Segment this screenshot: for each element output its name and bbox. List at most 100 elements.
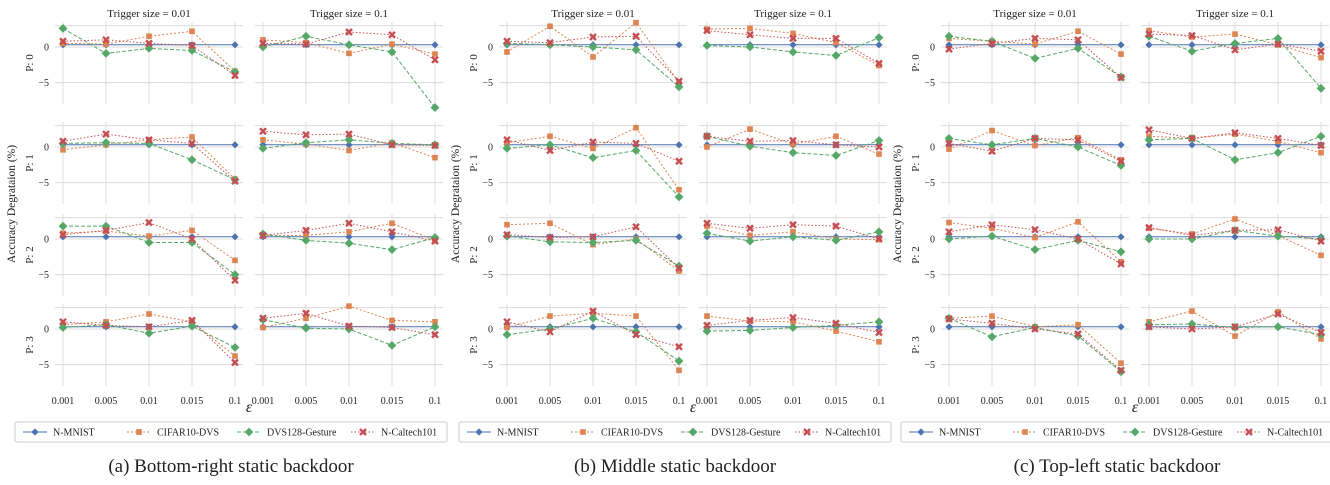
subplot: 0 −5 bbox=[38, 122, 243, 204]
data-point-n-caltech101 bbox=[259, 127, 267, 136]
legend-label-dvs128-gesture: DVS128-Gesture bbox=[267, 428, 337, 439]
data-point-dvs128-gesture bbox=[1273, 148, 1283, 158]
data-point-cifar10-dvs bbox=[504, 139, 510, 146]
data-point-dvs128-gesture bbox=[230, 270, 240, 280]
data-point-n-mnist bbox=[875, 41, 883, 49]
data-point-n-caltech101 bbox=[832, 319, 840, 328]
panel-caption: (b) Middle static backdoor bbox=[574, 456, 777, 477]
data-point-cifar10-dvs bbox=[189, 28, 195, 35]
data-point-n-caltech101 bbox=[1317, 328, 1325, 337]
data-point-dvs128-gesture bbox=[301, 323, 311, 333]
data-point-dvs128-gesture bbox=[502, 330, 512, 340]
legend-label-n-caltech101: N-Caltech101 bbox=[381, 428, 437, 439]
data-point-n-mnist bbox=[1145, 141, 1153, 149]
data-point-cifar10-dvs bbox=[1032, 41, 1038, 47]
series-line-cifar10-dvs bbox=[706, 27, 880, 66]
y-tick-label: 0 bbox=[44, 234, 49, 245]
data-point-cifar10-dvs bbox=[1275, 138, 1281, 145]
data-point-dvs128-gesture bbox=[344, 238, 354, 248]
data-point-dvs128-gesture bbox=[1273, 231, 1283, 241]
row-label: P: 0 bbox=[468, 54, 480, 72]
data-point-n-mnist bbox=[231, 323, 239, 331]
data-point-dvs128-gesture bbox=[874, 227, 884, 237]
data-point-n-caltech101 bbox=[59, 37, 67, 46]
data-point-dvs128-gesture bbox=[1144, 135, 1154, 145]
data-point-dvs128-gesture bbox=[101, 221, 111, 231]
data-point-dvs128-gesture bbox=[788, 232, 798, 242]
data-point-dvs128-gesture bbox=[874, 136, 884, 145]
data-point-dvs128-gesture bbox=[101, 138, 111, 148]
data-point-dvs128-gesture bbox=[702, 41, 712, 50]
data-point-n-caltech101 bbox=[302, 309, 310, 318]
data-point-n-mnist bbox=[431, 41, 439, 49]
data-point-dvs128-gesture bbox=[58, 24, 68, 33]
data-point-n-caltech101 bbox=[988, 39, 996, 48]
data-point-n-caltech101 bbox=[1317, 47, 1325, 56]
y-tick-label: −5 bbox=[38, 178, 49, 189]
series-n-caltech101 bbox=[1145, 125, 1325, 150]
data-point-n-caltech101 bbox=[832, 140, 840, 149]
data-point-dvs128-gesture bbox=[1316, 330, 1326, 340]
subplot bbox=[255, 122, 443, 204]
data-point-dvs128-gesture bbox=[144, 238, 154, 247]
legend-label-n-caltech101: N-Caltech101 bbox=[825, 428, 881, 439]
data-point-cifar10-dvs bbox=[146, 233, 152, 239]
data-point-n-caltech101 bbox=[1074, 135, 1082, 144]
data-point-cifar10-dvs bbox=[946, 219, 952, 226]
column-title: Trigger size = 0.01 bbox=[551, 8, 634, 20]
data-point-n-caltech101 bbox=[1274, 310, 1282, 318]
data-point-n-caltech101 bbox=[546, 38, 554, 47]
y-tick-label: −5 bbox=[924, 178, 935, 189]
data-point-dvs128-gesture bbox=[545, 237, 555, 247]
data-point-n-mnist bbox=[1274, 141, 1282, 149]
data-point-dvs128-gesture bbox=[674, 192, 684, 202]
data-point-cifar10-dvs bbox=[432, 319, 438, 325]
legend-marker-n-mnist bbox=[917, 428, 925, 436]
data-point-n-mnist bbox=[1231, 141, 1239, 149]
data-point-n-caltech101 bbox=[746, 30, 754, 39]
series-line-cifar10-dvs bbox=[62, 30, 236, 72]
x-tick-label: 0.015 bbox=[1067, 396, 1090, 407]
data-point-cifar10-dvs bbox=[346, 50, 352, 57]
y-tick-label: 0 bbox=[44, 42, 49, 53]
data-point-dvs128-gesture bbox=[944, 134, 954, 143]
subplot: Trigger size = 0.1 bbox=[1141, 8, 1329, 104]
data-point-n-mnist bbox=[1317, 41, 1325, 49]
y-tick-label: −5 bbox=[482, 178, 493, 189]
data-point-n-caltech101 bbox=[1117, 73, 1125, 82]
data-point-dvs128-gesture bbox=[631, 146, 641, 155]
series-line-cifar10-dvs bbox=[62, 136, 236, 180]
series-n-caltech101 bbox=[703, 219, 883, 243]
data-point-n-caltech101 bbox=[789, 220, 797, 229]
data-point-cifar10-dvs bbox=[1118, 360, 1124, 366]
data-point-cifar10-dvs bbox=[547, 133, 553, 140]
data-point-n-caltech101 bbox=[102, 130, 110, 138]
series-n-caltech101 bbox=[1145, 310, 1325, 337]
series-line-n-caltech101 bbox=[706, 316, 880, 333]
data-point-n-caltech101 bbox=[1317, 237, 1325, 245]
data-point-n-caltech101 bbox=[102, 321, 110, 330]
data-point-dvs128-gesture bbox=[987, 332, 997, 342]
series-n-caltech101 bbox=[259, 127, 439, 150]
data-point-cifar10-dvs bbox=[747, 25, 753, 32]
series-line-cifar10-dvs bbox=[506, 21, 680, 83]
data-point-cifar10-dvs bbox=[946, 146, 952, 152]
legend: N-MNIST CIFAR10-DVS DVS128-Gesture N-Caltec… bbox=[458, 421, 892, 443]
row-label: P: 3 bbox=[910, 336, 922, 354]
subplot: 0 −5 bbox=[482, 122, 687, 204]
x-tick-label: 0.001 bbox=[1138, 396, 1161, 407]
subplot: 0.001 0.005 0.01 0.015 0.1 bbox=[696, 304, 887, 407]
y-tick-label: 0 bbox=[930, 142, 935, 153]
data-point-cifar10-dvs bbox=[303, 315, 309, 322]
data-point-dvs128-gesture bbox=[502, 38, 512, 48]
data-point-cifar10-dvs bbox=[876, 62, 882, 69]
x-tick-label: 0.005 bbox=[95, 396, 118, 407]
data-point-cifar10-dvs bbox=[633, 313, 639, 319]
row-label: P: 1 bbox=[24, 154, 36, 171]
series-line-n-caltech101 bbox=[262, 222, 436, 242]
data-point-n-caltech101 bbox=[188, 41, 196, 50]
row-label: P: 1 bbox=[910, 154, 922, 171]
data-point-dvs128-gesture bbox=[1073, 331, 1083, 341]
data-point-n-caltech101 bbox=[1188, 134, 1196, 143]
y-tick-label: −5 bbox=[482, 360, 493, 371]
